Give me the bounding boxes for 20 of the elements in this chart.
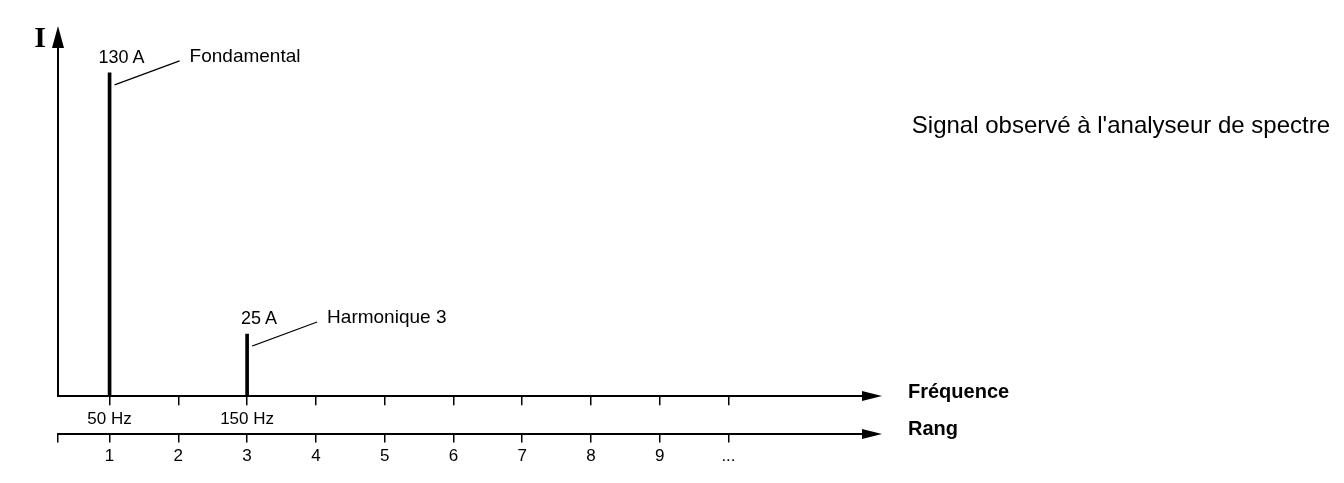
x-tick-label: 3 xyxy=(242,446,252,466)
x-tick-label: 8 xyxy=(586,446,596,466)
x2-tick-label: 50 Hz xyxy=(87,409,132,429)
x-axis-title: Rang xyxy=(908,417,958,440)
x-tick-label: 5 xyxy=(379,446,390,466)
data-label: 25 A xyxy=(241,307,278,328)
x-tick-label: 6 xyxy=(448,446,459,466)
x2-tick-label: 150 Hz xyxy=(220,409,275,429)
data-label: 130 A xyxy=(98,46,145,67)
x2-axis-title: Fréquence xyxy=(908,379,1010,402)
annotation: Harmonique 3 xyxy=(327,306,447,328)
text: Fondamental xyxy=(189,45,301,67)
text: Signal observé à l'analyseur de spectre xyxy=(911,110,1330,138)
x-tick-label: 7 xyxy=(517,446,527,466)
y-axis-title: I xyxy=(34,19,46,53)
x-tick-label: 9 xyxy=(654,446,665,466)
x-tick-label: 2 xyxy=(173,446,184,466)
x-tick-label: 1 xyxy=(104,446,115,466)
x-tick-label: ... xyxy=(721,446,736,466)
x-tick-label: 4 xyxy=(311,446,321,466)
